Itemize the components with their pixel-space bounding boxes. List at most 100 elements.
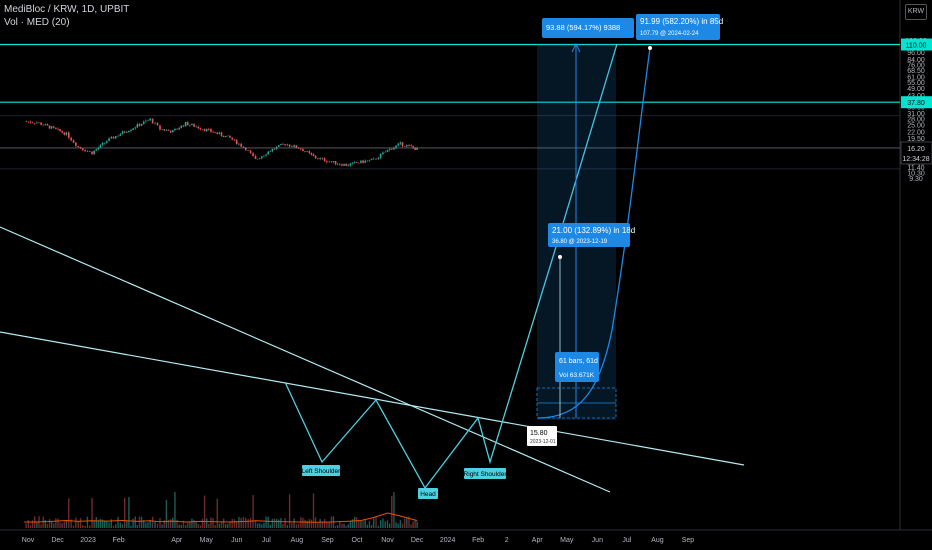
volume-bar — [265, 516, 267, 528]
candle-body — [231, 137, 233, 140]
volume-bar — [65, 520, 68, 528]
candle-body — [244, 147, 247, 151]
volume-bar — [254, 521, 257, 528]
candle-body — [282, 144, 284, 145]
x-tick-label: 2023 — [80, 537, 96, 544]
candle-body — [302, 149, 304, 152]
candle-body — [169, 130, 172, 133]
candle-body — [277, 145, 280, 147]
volume-bar — [339, 521, 341, 528]
candle-body — [412, 146, 414, 148]
candle-body — [199, 128, 202, 130]
candles — [25, 117, 418, 168]
time-axis — [0, 530, 932, 550]
candle-body — [91, 151, 93, 155]
candle-body — [343, 164, 345, 166]
pattern-label-box — [418, 488, 438, 499]
candle-body — [330, 161, 333, 163]
candle-body — [31, 122, 34, 124]
symbol-title: MediBloc / KRW, 1D, UPBIT — [4, 4, 130, 15]
candle-body — [300, 148, 302, 150]
candle-body — [368, 159, 371, 161]
candle-body — [291, 146, 293, 147]
volume-ma-line — [24, 512, 418, 523]
volume-bar — [84, 525, 86, 528]
current-price-label: 16.20 — [907, 146, 925, 153]
volume-bar — [393, 492, 395, 528]
candle-body — [310, 152, 313, 155]
volume-bar — [189, 521, 191, 528]
volume-bar — [130, 525, 132, 528]
candle-body — [269, 151, 272, 152]
candle-body — [50, 126, 53, 129]
y-tick-label: 61.00 — [907, 74, 925, 81]
candle-body — [46, 124, 49, 126]
candle-body — [242, 146, 245, 148]
candle-body — [382, 152, 384, 154]
candle-body — [149, 118, 151, 121]
candle-body — [375, 158, 377, 160]
volume-bar — [48, 519, 51, 528]
volume-bar — [79, 518, 82, 528]
volume-bar — [138, 516, 141, 528]
candle-body — [351, 162, 354, 164]
candle-body — [370, 159, 373, 160]
currency-button[interactable]: KRW — [905, 4, 927, 20]
volume-bar — [304, 519, 306, 528]
target-point — [648, 46, 652, 50]
volume-bar — [263, 522, 265, 528]
candle-body — [267, 151, 269, 155]
top-target-label-text: 91.99 (582.20%) in 85d — [640, 17, 723, 26]
volume-bar — [216, 498, 218, 528]
volume-bar — [143, 520, 145, 528]
candle-body — [108, 138, 110, 142]
volume-bar — [201, 518, 204, 528]
volume-bar — [275, 518, 278, 528]
volume-bar — [203, 495, 206, 528]
candle-body — [77, 145, 80, 148]
projection-curve — [537, 47, 651, 419]
start-price-label: 15.80 — [530, 430, 548, 437]
candle-body — [84, 150, 86, 152]
candle-body — [42, 124, 44, 126]
volume-bar — [82, 525, 84, 528]
x-tick-label: 2024 — [440, 537, 456, 544]
volume-indicator-label[interactable]: Vol · MED (20) — [4, 17, 70, 28]
candle-body — [161, 129, 163, 130]
volume-bar — [349, 521, 352, 528]
volume-bar — [97, 521, 100, 528]
volume-bar — [112, 525, 115, 528]
candle-body — [229, 135, 231, 138]
candle-body — [59, 128, 61, 132]
candle-body — [249, 150, 252, 154]
x-tick-label: Jun — [231, 537, 242, 544]
candle-body — [195, 126, 197, 128]
candle-body — [326, 161, 328, 163]
volume-bar — [46, 523, 49, 528]
x-tick-label: Jul — [262, 537, 271, 544]
arrow-head — [571, 42, 581, 53]
candle-body — [93, 150, 95, 155]
volume-bar — [208, 523, 210, 528]
candle-body — [384, 151, 387, 153]
level-price-tag — [901, 96, 932, 109]
candle-body — [332, 161, 335, 163]
volume-bar — [397, 523, 399, 528]
volume-bar — [140, 516, 143, 528]
volume-bar — [282, 523, 284, 528]
volume-bar — [269, 524, 272, 528]
volume-bar — [278, 519, 280, 528]
candle-body — [189, 125, 191, 126]
candle-body — [145, 120, 147, 122]
candle-body — [349, 163, 352, 166]
candle-body — [72, 140, 75, 143]
x-tick-label: Jun — [592, 537, 603, 544]
volume-bar — [382, 518, 384, 528]
candle-body — [258, 158, 261, 159]
volume-bar — [91, 497, 93, 528]
bars-range-label-text: Vol 63.671K — [559, 372, 595, 379]
candle-body — [103, 142, 106, 144]
candle-body — [186, 122, 189, 126]
y-tick-label: 84.00 — [907, 57, 925, 64]
